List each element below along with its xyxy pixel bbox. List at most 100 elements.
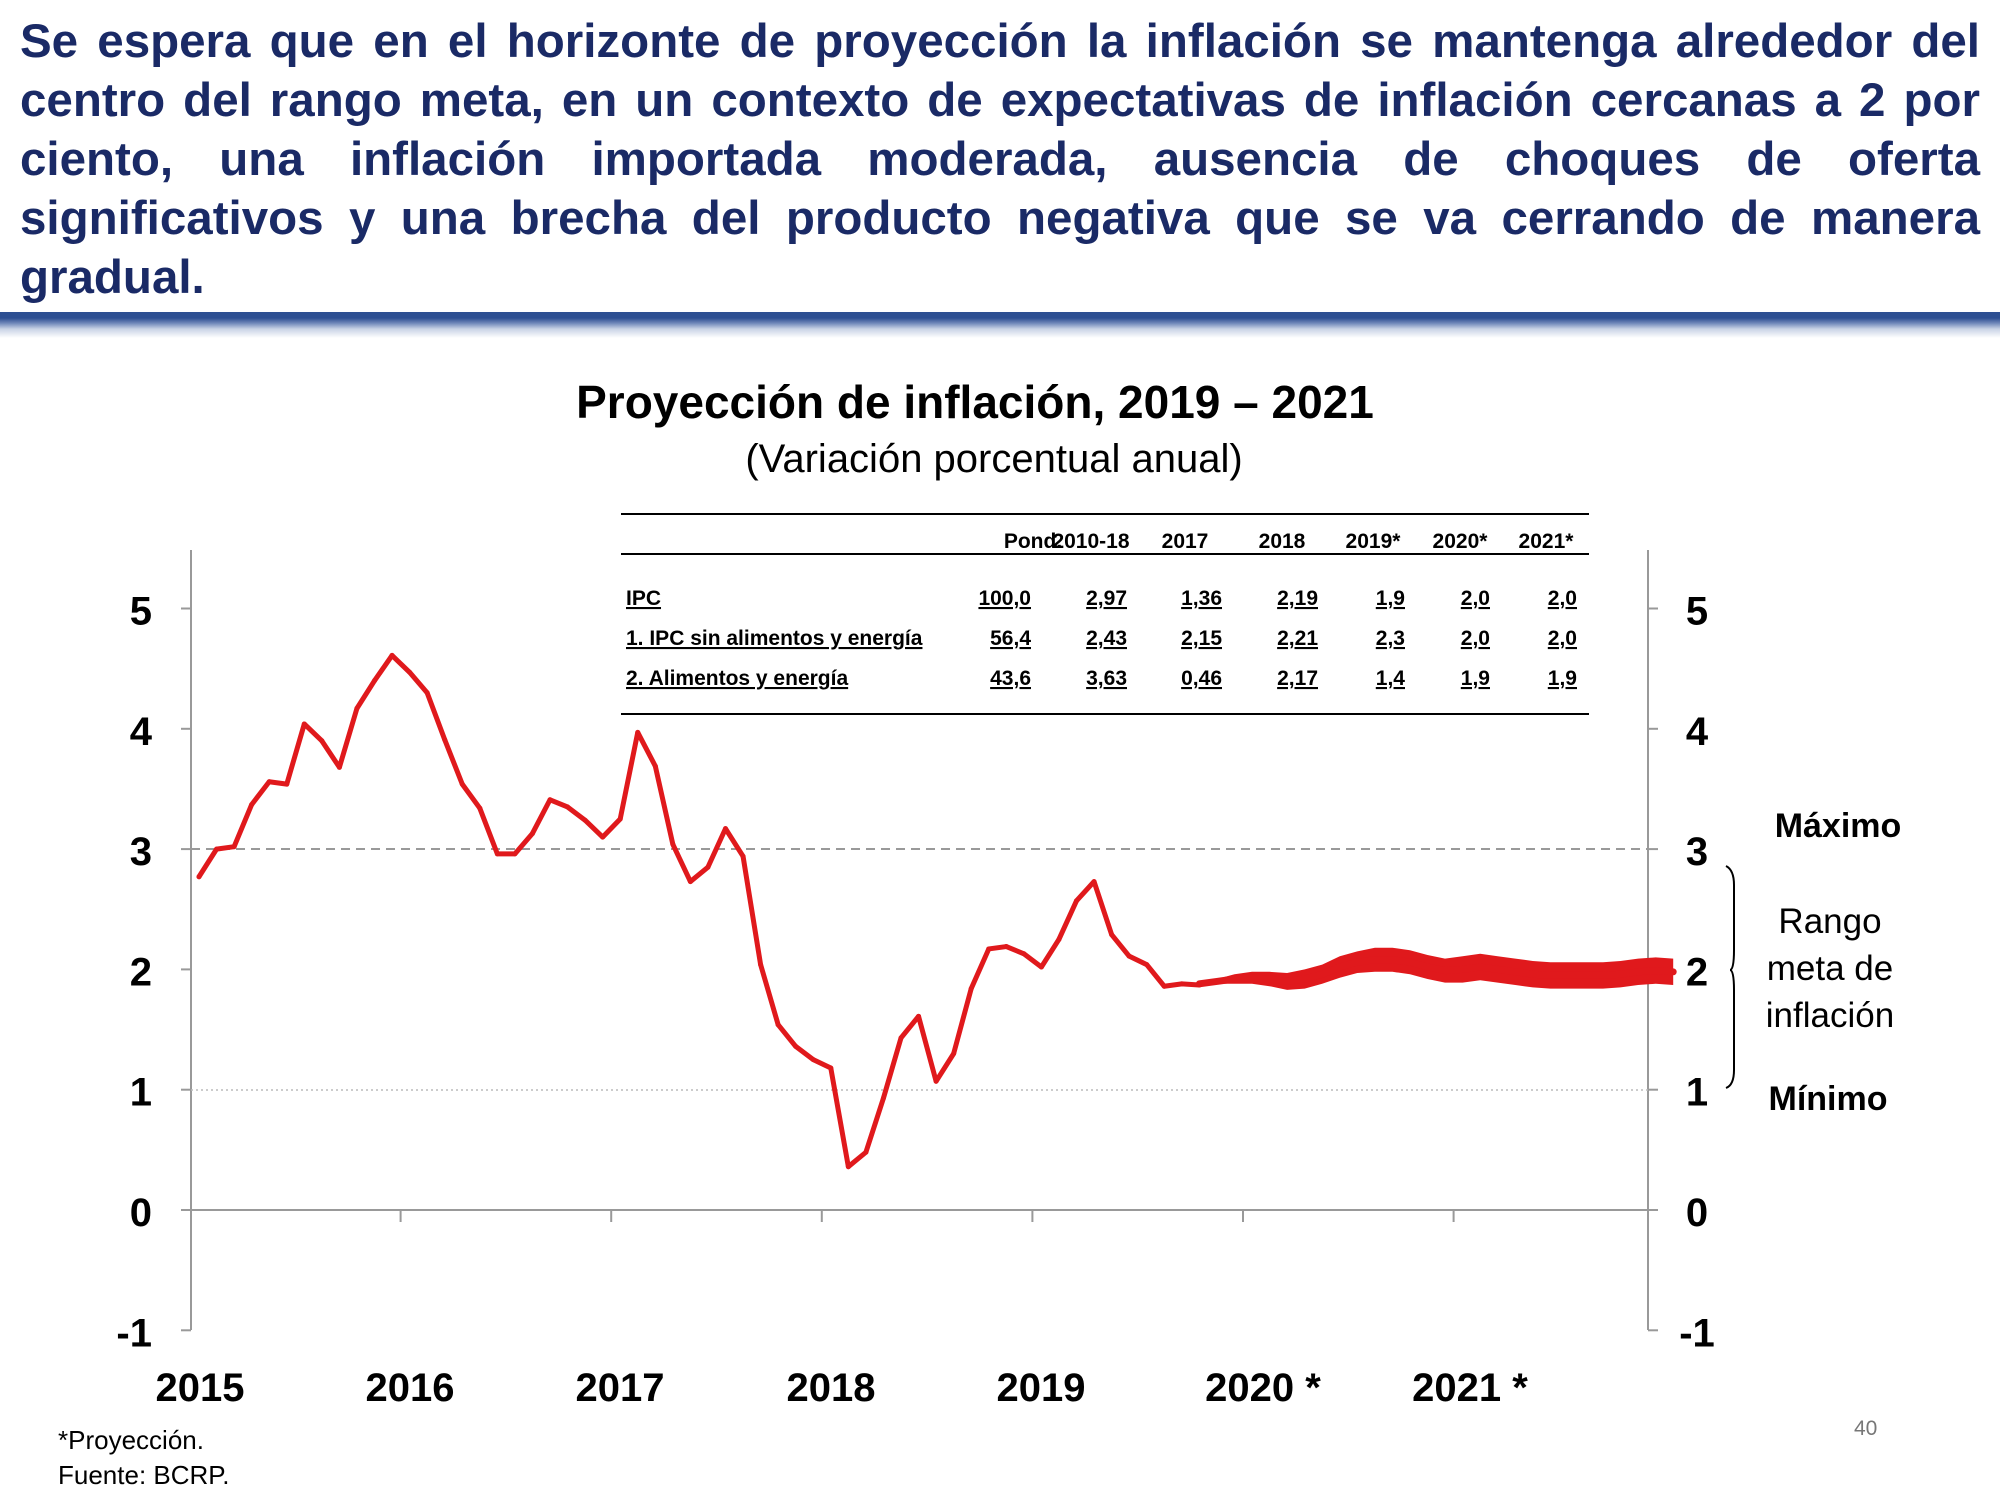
observed-point (301, 721, 307, 727)
table-cell: 2,21 (1277, 627, 1318, 650)
table-cell: 100,0 (978, 587, 1031, 610)
observed-point (1091, 879, 1097, 885)
table-header-cell: 2017 (1162, 530, 1209, 553)
observed-point (652, 763, 658, 769)
observed-point (442, 737, 448, 743)
table-cell: 2,0 (1461, 627, 1490, 650)
observed-point (968, 986, 974, 992)
observed-point (1144, 962, 1150, 968)
y-tick-label-right: -1 (1679, 1311, 1715, 1355)
footnote: *Proyección. Fuente: BCRP. (58, 1423, 230, 1493)
table-cell: 2,15 (1181, 627, 1222, 650)
chart-title: Proyección de inflación, 2019 – 2021 (576, 376, 1374, 428)
observed-point (898, 1035, 904, 1041)
observed-point (1179, 981, 1185, 987)
observed-point (705, 864, 711, 870)
observed-point (354, 705, 360, 711)
y-tick-label-left: -1 (116, 1311, 152, 1355)
table-header-cell: 2010-18 (1052, 530, 1129, 553)
table-cell: 2,19 (1277, 587, 1318, 610)
table-cell: 0,46 (1181, 667, 1222, 690)
table-cell: 2,3 (1376, 627, 1405, 650)
y-tick-label-right: 4 (1686, 710, 1709, 754)
observed-point (723, 826, 728, 832)
observed-point (810, 1057, 816, 1063)
observed-point (547, 797, 553, 803)
observed-point (424, 690, 430, 696)
x-tick-label: 2016 (366, 1366, 455, 1410)
observed-points (196, 652, 1202, 1170)
observed-point (916, 1013, 922, 1019)
y-tick-label-right: 1 (1686, 1071, 1708, 1115)
table-cell: 2,43 (1086, 627, 1127, 650)
observed-point (494, 851, 500, 857)
observed-point (880, 1095, 886, 1101)
observed-point (582, 817, 588, 823)
table-cell: 2,0 (1461, 587, 1490, 610)
observed-point (687, 879, 693, 885)
table-header-cell: Pond. (1004, 530, 1062, 553)
chart-subtitle: (Variación porcentual anual) (745, 437, 1242, 481)
observed-point (617, 816, 623, 822)
x-tick-label: 2020 * (1205, 1366, 1321, 1410)
observed-point (635, 729, 641, 735)
observed-point (951, 1051, 957, 1057)
observed-point (266, 779, 272, 785)
observed-point (758, 962, 764, 968)
y-tick-label-right: 2 (1686, 950, 1708, 994)
table-cell: 2,0 (1548, 627, 1577, 650)
observed-point (863, 1149, 869, 1155)
observed-point (407, 669, 413, 675)
y-tick-label-right: 3 (1686, 830, 1708, 874)
observed-point (477, 805, 483, 811)
table-cell: 1,9 (1376, 587, 1405, 610)
y-tick-label-left: 2 (130, 950, 152, 994)
table-cell: 2,0 (1548, 587, 1577, 610)
x-ticks: 2015 2016 2017 2018 2019 2020 * 2021 * (156, 1210, 1528, 1410)
observed-point (600, 834, 606, 840)
range-label-line2: meta de (1767, 949, 1893, 988)
range-brace (1725, 865, 1735, 1089)
table-header-cell: 2019* (1346, 530, 1402, 553)
observed-point (565, 804, 571, 810)
observed-point (1021, 951, 1027, 957)
observed-point (372, 678, 377, 684)
observed-point (529, 830, 535, 836)
observed-point (1074, 898, 1079, 904)
table-cell: 1,36 (1181, 587, 1222, 610)
range-label-line3: inflación (1766, 996, 1894, 1035)
left-y-ticks: -1 0 1 2 3 4 5 (116, 590, 191, 1355)
y-tick-label-left: 3 (130, 830, 152, 874)
x-tick-label: 2019 (997, 1366, 1086, 1410)
observed-point (1038, 964, 1044, 970)
observed-point (670, 841, 676, 847)
table-row-label: IPC (626, 587, 661, 610)
y-tick-label-left: 5 (130, 590, 152, 634)
page-number: 40 (1854, 1417, 1878, 1440)
right-y-ticks: -1 0 1 2 3 4 5 (1648, 590, 1715, 1355)
observed-point (1109, 932, 1115, 938)
observed-point (775, 1022, 781, 1028)
observed-point (845, 1164, 851, 1170)
observed-point (1196, 982, 1202, 988)
observed-point (231, 844, 237, 850)
y-tick-label-right: 5 (1686, 590, 1708, 634)
table-cell: 1,4 (1376, 667, 1406, 690)
x-tick-label: 2015 (156, 1366, 245, 1410)
observed-point (1056, 936, 1062, 942)
headline: Se espera que en el horizonte de proyecc… (20, 15, 1980, 304)
y-tick-label-left: 0 (130, 1191, 152, 1235)
table-row-label: 2. Alimentos y energía (626, 667, 848, 690)
table-header-cell: 2018 (1259, 530, 1306, 553)
table-cell: 1,9 (1548, 667, 1577, 690)
observed-point (336, 764, 342, 770)
table-cell: 56,4 (990, 627, 1031, 650)
observed-point (933, 1078, 939, 1084)
y-tick-label-right: 0 (1686, 1191, 1708, 1235)
table-cell: 1,9 (1461, 667, 1490, 690)
observed-point (214, 846, 220, 852)
table-header-cell: 2020* (1433, 530, 1489, 553)
observed-point (319, 738, 325, 744)
observed-point (986, 946, 992, 952)
